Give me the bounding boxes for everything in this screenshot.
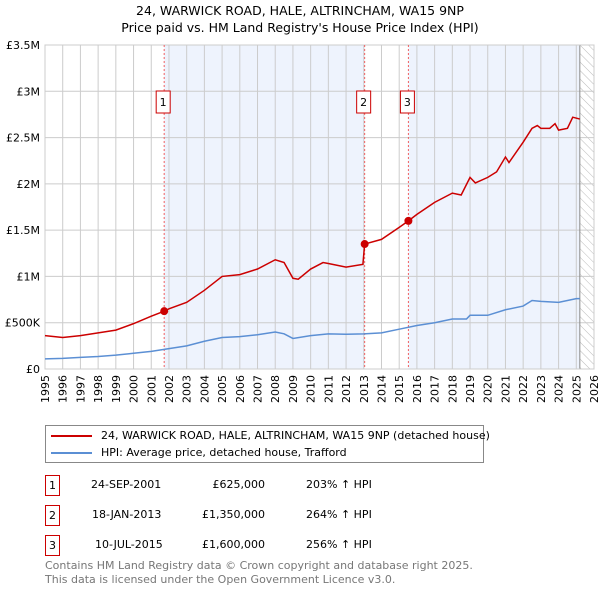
sale-marker-badge: 2 (45, 505, 60, 526)
hpi-line (44, 297, 580, 360)
legend: 24, WARWICK ROAD, HALE, ALTRINCHAM, WA15… (45, 425, 490, 463)
footer-copyright: Contains HM Land Registry data © Crown c… (45, 559, 473, 572)
legend-label-hpi: HPI: Average price, detached house, Traf… (101, 446, 347, 459)
legend-swatch-hpi (51, 451, 92, 454)
sale-row: 2 18-JAN-2013 £1,350,000 264% ↑ HPI (45, 505, 445, 526)
x-tick-label: 2005 (216, 375, 229, 403)
x-tick-label: 2020 (482, 375, 495, 403)
x-tick-label: 1997 (74, 375, 87, 403)
x-tick-label: 2026 (588, 375, 600, 403)
plot-area: 1995 1996 1997 1998 1999 2000 2001 2002 2003 2004… (5, 39, 600, 403)
sale-row: 1 24-SEP-2001 £625,000 203% ↑ HPI (45, 475, 445, 496)
x-tick-label: 2010 (305, 375, 318, 403)
x-tick-label: 1999 (110, 375, 123, 403)
x-tick-label: 2024 (553, 375, 566, 403)
sale-date: 24-SEP-2001 (91, 478, 162, 491)
y-tick-label: £3.5M (6, 39, 40, 52)
x-tick-label: 2017 (429, 375, 442, 403)
chart-title: 24, WARWICK ROAD, HALE, ALTRINCHAM, WA15… (136, 3, 464, 18)
sale-hpi: 264% ↑ HPI (306, 508, 372, 521)
sale-point (160, 307, 169, 316)
x-tick-label: 2015 (393, 375, 406, 403)
sale-marker-badge: 1 (45, 475, 60, 496)
footer-licence: This data is licensed under the Open Gov… (45, 573, 396, 586)
y-tick-label: £1M (17, 270, 41, 283)
legend-label-property: 24, WARWICK ROAD, HALE, ALTRINCHAM, WA15… (101, 429, 490, 442)
sale-price: £625,000 (212, 478, 266, 491)
shaded-region (408, 45, 580, 369)
sale-marker-badge: 3 (45, 535, 60, 556)
sale-row: 3 10-JUL-2015 £1,600,000 256% ↑ HPI (45, 535, 445, 556)
y-tick-label: £2.5M (6, 132, 40, 145)
x-tick-label: 2009 (287, 375, 300, 403)
x-tick-label: 2001 (145, 375, 158, 403)
x-tick-label: 2021 (499, 375, 512, 403)
x-tick-label: 2018 (446, 375, 459, 403)
x-tick-label: 2011 (322, 375, 335, 403)
sale-price: £1,350,000 (202, 508, 265, 521)
sale-label-box (356, 90, 372, 114)
x-tick-label: 2000 (128, 375, 141, 403)
x-tick-label: 2007 (252, 375, 265, 403)
sale-point (360, 240, 369, 249)
sale-point (404, 216, 413, 225)
legend-swatch-property (51, 434, 92, 437)
x-tick-label: 2006 (234, 375, 247, 403)
x-tick-label: 2008 (269, 375, 282, 403)
x-tick-label: 2023 (535, 375, 548, 403)
x-tick-label: 2022 (517, 375, 530, 403)
y-tick-label: £3M (17, 85, 41, 98)
x-tick-label: 2013 (358, 375, 371, 403)
sale-label: 3 (404, 96, 411, 109)
x-tick-label: 2014 (375, 375, 388, 403)
sale-label-box (155, 90, 171, 114)
x-tick-label: 2003 (181, 375, 194, 403)
x-tick-label: 1995 (39, 375, 52, 403)
y-tick-label: £0 (26, 363, 40, 376)
chart-subtitle: Price paid vs. HM Land Registry's House … (121, 20, 479, 35)
y-tick-label: £1.5M (6, 224, 40, 237)
sale-label: 1 (160, 96, 167, 109)
sale-price: £1,600,000 (202, 538, 265, 551)
x-tick-label: 2025 (570, 375, 583, 403)
x-tick-label: 1998 (92, 375, 105, 403)
sale-date: 18-JAN-2013 (92, 508, 162, 521)
plot-frame (44, 44, 595, 370)
sale-label-box (399, 90, 415, 114)
x-tick-label: 2012 (340, 375, 353, 403)
x-tick-label: 2016 (411, 375, 424, 403)
forecast-hatch (579, 45, 594, 369)
x-tick-label: 2019 (464, 375, 477, 403)
x-tick-label: 1996 (57, 375, 70, 403)
x-tick-label: 2004 (198, 375, 211, 403)
sale-date: 10-JUL-2015 (95, 538, 163, 551)
y-tick-label: £500K (5, 317, 41, 330)
shaded-region (164, 45, 365, 369)
sale-hpi: 256% ↑ HPI (306, 538, 372, 551)
x-tick-label: 2002 (163, 375, 176, 403)
sale-hpi: 203% ↑ HPI (306, 478, 372, 491)
y-tick-label: £2M (17, 178, 41, 191)
sale-label: 2 (360, 96, 367, 109)
